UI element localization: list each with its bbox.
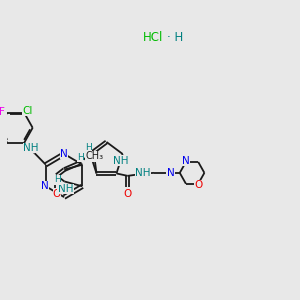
- Text: H: H: [55, 176, 61, 184]
- Text: F: F: [0, 107, 5, 117]
- Text: H: H: [77, 153, 84, 162]
- Text: NH: NH: [135, 168, 151, 178]
- Text: HCl: HCl: [143, 31, 164, 44]
- Text: NH: NH: [23, 143, 39, 153]
- Text: N: N: [167, 168, 175, 178]
- Text: · H: · H: [167, 31, 184, 44]
- Text: NH: NH: [58, 184, 73, 194]
- Text: Cl: Cl: [22, 106, 33, 116]
- Text: O: O: [195, 180, 203, 190]
- Text: NH: NH: [113, 156, 129, 166]
- Text: N: N: [60, 149, 68, 159]
- Text: O: O: [53, 189, 61, 199]
- Text: N: N: [40, 181, 48, 191]
- Text: O: O: [124, 189, 132, 199]
- Text: H: H: [85, 143, 92, 152]
- Text: N: N: [182, 156, 190, 166]
- Text: CH₃: CH₃: [86, 151, 104, 161]
